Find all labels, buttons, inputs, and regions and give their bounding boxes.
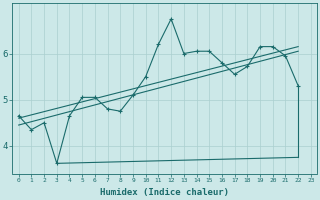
X-axis label: Humidex (Indice chaleur): Humidex (Indice chaleur) bbox=[100, 188, 229, 197]
